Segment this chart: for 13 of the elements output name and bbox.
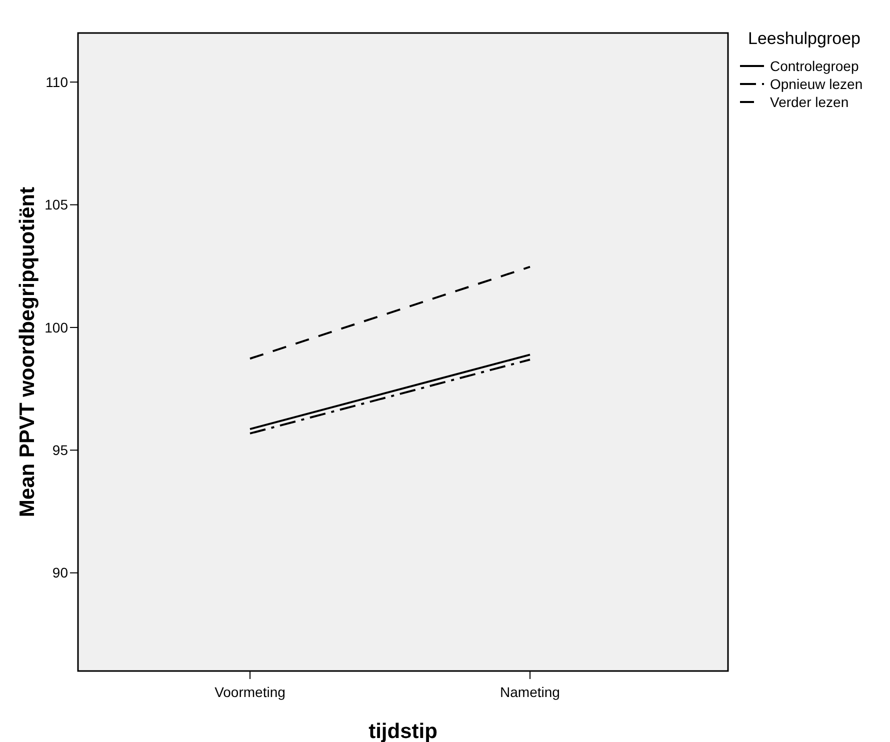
x-tick-label: Nameting <box>500 684 560 700</box>
y-tick-label: 95 <box>52 442 68 458</box>
y-tick-label: 90 <box>52 564 68 581</box>
legend-label: Opnieuw lezen <box>770 76 863 92</box>
y-tick-label: 100 <box>44 319 68 336</box>
legend-label: Verder lezen <box>770 94 849 110</box>
legend-label: Controlegroep <box>770 58 859 74</box>
y-tick-label: 110 <box>46 74 68 90</box>
y-tick-label: 105 <box>44 196 68 213</box>
x-axis-title: tijdstip <box>368 720 438 742</box>
y-axis-title: Mean PPVT woordbegripquotiënt <box>16 186 39 518</box>
x-tick-label: Voormeting <box>214 684 286 700</box>
legend-title: Leeshulpgroep <box>748 29 860 48</box>
